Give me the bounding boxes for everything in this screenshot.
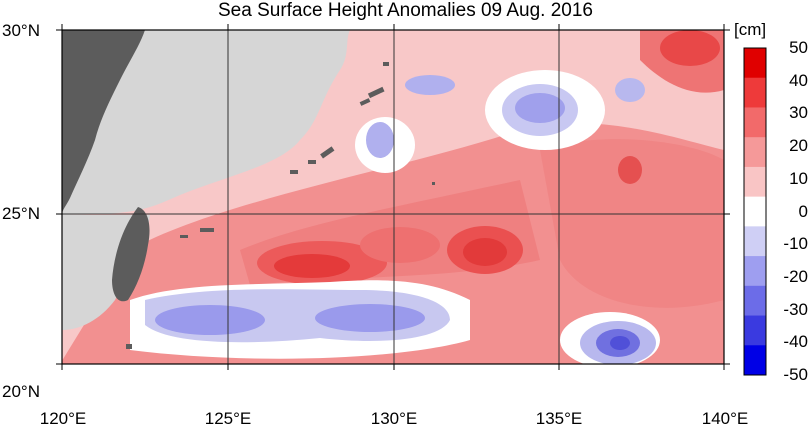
colorbar-swatch xyxy=(744,285,766,317)
land-ryukyu-islands xyxy=(126,62,435,349)
eddy-negative-southeast-inner xyxy=(610,336,630,350)
colorbar-tick-label: -50 xyxy=(783,365,808,384)
lat-label-25n: 25°N xyxy=(2,204,40,223)
colorbar-swatch xyxy=(744,256,766,287)
map-frame xyxy=(61,29,725,365)
colorbar-swatch xyxy=(744,107,766,138)
lon-label-140e: 140°E xyxy=(701,409,749,428)
map-title: Sea Surface Height Anomalies 09 Aug. 201… xyxy=(218,0,593,21)
lon-label-135e: 135°E xyxy=(535,409,583,428)
eddy-positive-4 xyxy=(618,156,642,184)
colorbar-tick-label: 0 xyxy=(798,201,808,221)
colorbar-tick-label: 50 xyxy=(789,38,808,57)
eddy-negative-small xyxy=(615,78,645,102)
lon-label-120e: 120°E xyxy=(39,409,87,428)
colorbar-swatch xyxy=(744,166,766,198)
land-taiwan xyxy=(112,207,150,302)
land-china xyxy=(62,30,145,215)
colorbar-tick-label: 40 xyxy=(789,70,808,90)
eddy-negative-north-core xyxy=(515,93,565,123)
colorbar-tick-label: 30 xyxy=(789,103,808,123)
eddy-positive-1-core xyxy=(274,254,350,278)
positive-east xyxy=(540,139,724,308)
lon-label-125e: 125°E xyxy=(204,409,252,428)
eddy-positive-2-core xyxy=(463,238,507,266)
map-gridlines xyxy=(62,30,724,364)
lat-label-30n: 30°N xyxy=(2,21,40,40)
colorbar-tick-label: -10 xyxy=(783,234,808,254)
map-ticks xyxy=(56,24,730,370)
ssh-anomaly-field xyxy=(62,30,724,364)
eddy-negative-islands xyxy=(366,122,394,158)
colorbar-tick-label: 10 xyxy=(789,168,808,188)
eddy-negative-northwest xyxy=(405,75,455,95)
colorbar xyxy=(744,48,766,376)
colorbar-unit: [cm] xyxy=(734,20,767,39)
colorbar-frame xyxy=(743,47,767,376)
lat-label-20n: 20°N xyxy=(2,382,40,401)
colorbar-swatch xyxy=(744,345,766,376)
colorbar-tick-label: -30 xyxy=(783,299,808,319)
colorbar-swatch xyxy=(744,196,766,227)
eddy-positive-3 xyxy=(660,30,720,66)
colorbar-swatch xyxy=(744,77,766,108)
eddy-negative-band-east xyxy=(315,304,425,332)
lon-label-130e: 130°E xyxy=(370,409,418,428)
colorbar-tick-label: -40 xyxy=(783,332,808,352)
eddy-negative-band-west xyxy=(155,305,265,335)
colorbar-swatch xyxy=(744,48,766,79)
colorbar-swatch xyxy=(744,137,766,168)
no-data-shelf xyxy=(62,30,350,215)
colorbar-tick-label: -20 xyxy=(783,266,808,286)
colorbar-swatch xyxy=(744,315,766,346)
eddy-positive-5 xyxy=(360,227,440,263)
colorbar-tick-label: 20 xyxy=(789,136,808,156)
colorbar-swatch xyxy=(744,226,766,257)
